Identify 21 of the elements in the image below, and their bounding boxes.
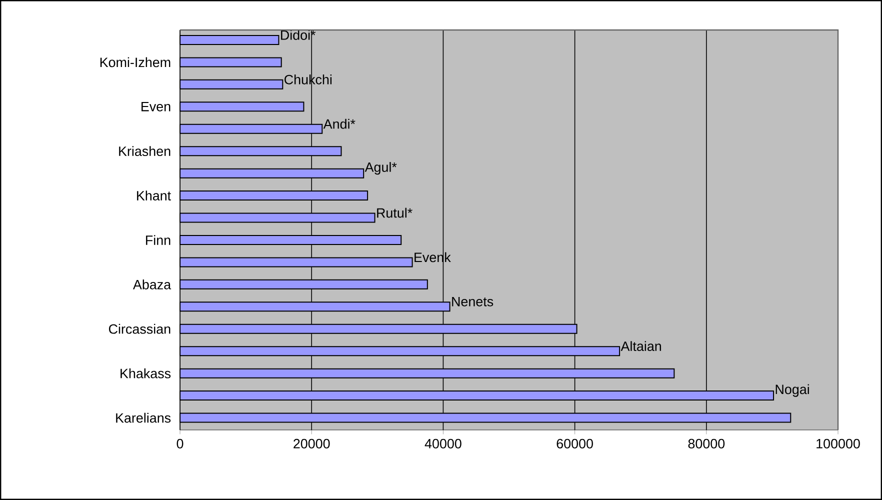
y-tick-label: Abaza: [132, 279, 172, 290]
y-tick-label: Khant: [137, 190, 171, 200]
y-tick-label: Nogai: [776, 384, 809, 397]
x-tick-label: 80000: [688, 438, 725, 448]
y-tick-label: Finn: [146, 235, 170, 245]
y-tick-label: Khakass: [120, 368, 171, 378]
x-tick-label: 0: [176, 438, 184, 448]
y-tick-label: Komi-Izhem: [100, 57, 170, 68]
x-tick-label: 60000: [556, 438, 593, 448]
y-tick-label: Altaian: [620, 341, 661, 352]
y-tick-label: Rutul*: [377, 208, 412, 218]
y-tick-label: Nenets: [452, 296, 494, 306]
y-tick-label: Even: [142, 102, 170, 112]
y-tick-label: Andi*: [323, 118, 356, 129]
x-tick-label: 40000: [424, 438, 462, 448]
x-tick-label: 20000: [294, 438, 330, 448]
y-tick-label: Karelians: [116, 412, 171, 423]
x-tick-label: 100000: [816, 438, 860, 448]
y-tick-label: Kriashen: [119, 146, 170, 156]
y-tick-label: Agul*: [364, 162, 397, 175]
y-tick-label: Circassian: [108, 324, 170, 334]
